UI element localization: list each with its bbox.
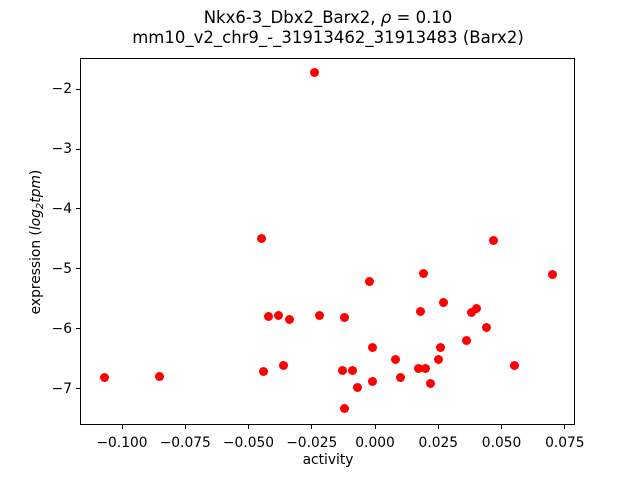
data-point [426, 379, 436, 389]
ylabel-prefix: expression ( [28, 229, 44, 314]
data-point [436, 342, 446, 352]
y-tick-label: −6 [51, 320, 72, 337]
data-point [99, 373, 109, 383]
data-point [259, 366, 269, 376]
data-point [284, 314, 294, 324]
data-point [418, 269, 428, 279]
ylabel-suffix: ) [28, 169, 44, 175]
x-tick [564, 424, 566, 429]
y-tick-label: −7 [51, 380, 72, 397]
y-tick [76, 268, 80, 270]
data-point [274, 310, 284, 320]
x-tick-label: 0.000 [355, 434, 395, 451]
data-point [309, 67, 319, 77]
chart-title-line1: Nkx6-3_Dbx2_Barx2, ρ = 0.10 [80, 8, 576, 28]
plot-frame [79, 58, 575, 425]
x-tick-label: −0.025 [286, 434, 338, 451]
data-point [256, 234, 266, 244]
data-point [489, 235, 499, 245]
data-point [461, 335, 471, 345]
y-tick-label: −3 [51, 141, 72, 157]
x-tick [184, 424, 186, 429]
data-point [547, 270, 557, 280]
y-tick-label: −4 [51, 200, 72, 217]
data-point [340, 312, 350, 322]
data-point [395, 373, 405, 383]
data-point [471, 303, 481, 313]
data-point [413, 363, 423, 373]
title-suffix: = 0.10 [391, 8, 453, 27]
x-tick [374, 424, 376, 429]
data-point [347, 366, 357, 376]
data-point [421, 363, 431, 373]
ylabel-tpm: tpm [28, 174, 44, 203]
x-tick-label: 0.075 [545, 434, 585, 451]
x-tick [311, 424, 313, 429]
x-tick [248, 424, 250, 429]
title-prefix: Nkx6-3_Dbx2_Barx2, [203, 8, 381, 27]
data-point [155, 371, 165, 381]
x-tick-label: −0.100 [96, 434, 148, 451]
y-tick [76, 328, 80, 330]
y-tick [76, 208, 80, 210]
x-tick-label: −0.050 [222, 434, 275, 451]
data-point [481, 322, 491, 332]
x-tick-label: 0.050 [481, 434, 522, 451]
data-point [340, 404, 350, 414]
data-point [438, 297, 448, 307]
data-point [352, 383, 362, 393]
chart-title-line2: mm10_v2_chr9_-_31913462_31913483 (Barx2) [132, 27, 524, 47]
data-point [279, 361, 289, 371]
data-point [390, 355, 400, 365]
y-tick-label: −2 [51, 81, 72, 98]
data-point [368, 377, 377, 387]
data-point [433, 355, 443, 365]
data-point [314, 311, 324, 321]
ylabel-log: log [28, 208, 44, 230]
rho-symbol: ρ [380, 8, 392, 27]
y-tick [76, 148, 80, 150]
data-point [264, 311, 274, 321]
chart-title: Nkx6-3_Dbx2_Barx2, ρ = 0.10 mm10_v2_chr9… [80, 8, 576, 47]
data-point [365, 276, 375, 286]
y-tick-label: −5 [51, 260, 72, 277]
x-axis-label: activity [302, 452, 354, 468]
x-tick-label: 0.025 [418, 434, 459, 451]
x-tick [501, 424, 503, 429]
data-point [466, 308, 476, 318]
data-point [337, 366, 347, 376]
ylabel-sub: 2 [35, 202, 46, 209]
x-tick-label: −0.075 [159, 434, 211, 451]
y-tick [76, 388, 80, 390]
x-tick [121, 424, 123, 429]
y-axis-label: expression (log2tpm) [27, 92, 46, 392]
y-tick [76, 88, 80, 90]
data-point [368, 343, 377, 353]
x-tick [437, 424, 439, 429]
data-point [416, 306, 426, 316]
data-point [509, 360, 519, 370]
